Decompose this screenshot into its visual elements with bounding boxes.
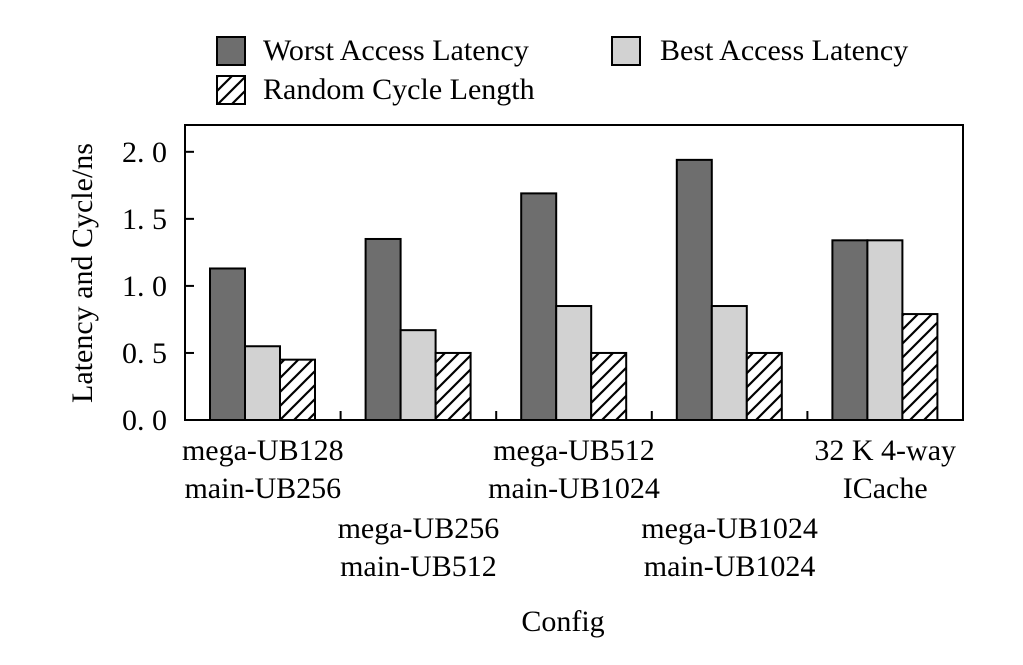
x-tick-label-line1: 32 K 4-way xyxy=(814,434,956,467)
legend-label-random: Random Cycle Length xyxy=(263,73,535,106)
y-tick-label: 0. 0 xyxy=(122,404,167,437)
x-tick-label-line2: ICache xyxy=(843,472,928,505)
bar-worst-1 xyxy=(209,267,246,421)
bar-best-5 xyxy=(866,239,904,421)
x-tick-label-line1: mega-UB256 xyxy=(338,512,500,545)
legend-item-best: Best Access Latency xyxy=(611,34,908,67)
x-tick-label-line1: mega-UB128 xyxy=(182,434,344,467)
bar-worst-3 xyxy=(520,192,558,421)
bar-worst-5 xyxy=(831,239,869,421)
y-tick-label: 1. 0 xyxy=(122,270,167,303)
bar-best-1 xyxy=(244,345,281,421)
bar-random-4 xyxy=(745,351,783,422)
bar-best-3 xyxy=(555,305,593,422)
y-ticks: 0. 0 0. 5 1. 0 1. 5 2. 0 xyxy=(122,136,194,437)
x-tick-label-line1: mega-UB1024 xyxy=(641,512,818,545)
y-tick-label: 0. 5 xyxy=(122,337,167,370)
legend-swatch-random xyxy=(216,75,246,105)
y-tick-label: 2. 0 xyxy=(122,136,167,169)
x-ticks xyxy=(339,411,809,420)
bar-random-5 xyxy=(901,313,939,421)
bar-worst-4 xyxy=(675,158,713,421)
legend: Worst Access Latency Best Access Latency… xyxy=(216,34,908,106)
x-tick-labels: mega-UB128 main-UB256 mega-UB256 main-UB512… xyxy=(182,434,956,583)
x-axis-label: Config xyxy=(521,605,604,638)
x-tick-label-line2: main-UB256 xyxy=(184,472,341,505)
x-tick-label-line2: main-UB1024 xyxy=(488,472,660,505)
y-axis-label: Latency and Cycle/ns xyxy=(66,143,99,403)
bar-random-2 xyxy=(434,351,472,422)
legend-label-best: Best Access Latency xyxy=(660,34,908,67)
bar-random-1 xyxy=(279,358,316,421)
bar-best-2 xyxy=(399,329,437,421)
legend-item-worst: Worst Access Latency xyxy=(216,34,529,67)
x-tick-label-line2: main-UB1024 xyxy=(644,550,816,583)
bar-random-3 xyxy=(590,351,628,422)
legend-swatch-best xyxy=(611,36,641,66)
legend-label-worst: Worst Access Latency xyxy=(263,34,529,67)
bars xyxy=(209,158,939,422)
legend-swatch-worst xyxy=(216,36,246,66)
bar-worst-2 xyxy=(364,237,402,421)
y-tick-label: 1. 5 xyxy=(122,203,167,236)
bar-best-4 xyxy=(710,305,748,422)
x-tick-label-line2: main-UB512 xyxy=(340,550,497,583)
legend-item-random: Random Cycle Length xyxy=(216,73,535,106)
x-tick-label-line1: mega-UB512 xyxy=(493,434,655,467)
